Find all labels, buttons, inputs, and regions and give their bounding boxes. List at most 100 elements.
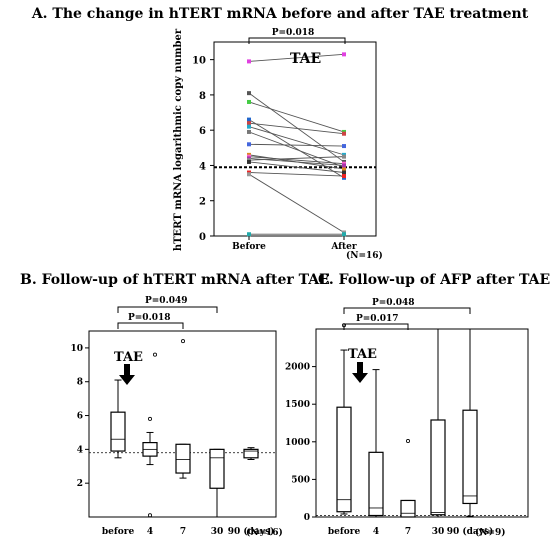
pair-line [248,131,345,168]
p-bracket [248,37,346,44]
panel-a-n-label: (N=16) [346,250,383,261]
tae-arrow-head [119,375,135,385]
point-after [342,163,346,168]
pair-line [248,161,345,173]
plot-frame [213,41,377,237]
box [368,451,384,517]
x-tick-label: 7 [180,527,186,537]
x-tick-label: 90 (days) [228,526,275,537]
outlier [180,339,185,344]
x-tick-label: 4 [147,527,153,537]
y-tick-label: 1000 [285,438,310,448]
y-tick-label: 0 [199,232,206,243]
panel-b: 2 4 6 8 10 before 4 7 30 90 (days) [70,306,277,537]
y-tick-label: 4 [77,445,83,455]
x-tick-label: 4 [373,527,379,537]
x-tick-label: Before [232,242,266,252]
point-before [247,91,251,96]
box [175,443,191,474]
pair-line [248,156,345,165]
point-after [342,170,346,175]
y-tick-label: 2 [199,197,206,208]
p-bracket-1 [117,306,218,313]
point-after [342,174,346,179]
panel-b-title: B. Follow-up of hTERT mRNA after TAE [20,272,330,288]
panel-a-ylabel: hTERT mRNA logarithmic copy number [173,28,184,251]
panel-b-n-label: (N=16) [246,527,283,538]
plot-frame [315,328,529,518]
x-tick-label: After [330,242,357,252]
p-bracket-2 [117,322,184,329]
pair-line [248,173,345,233]
pair-line [248,143,345,147]
point-after [342,131,346,136]
pair-line [248,122,345,135]
panel-c-title: C. Follow-up of AFP after TAE [318,272,551,288]
box [243,448,259,459]
pair-line [248,172,345,177]
tae-arrow-shaft [357,362,363,374]
point-before [247,159,251,164]
y-tick-label: 4 [199,161,206,172]
y-tick-label: 6 [199,126,206,137]
panel-b-p-label-1: P=0.049 [145,296,188,306]
box [400,499,416,518]
pair-line [248,126,345,156]
panel-a-p-label: P=0.018 [272,28,315,38]
pair-line [248,53,345,62]
point-after [342,154,346,159]
panel-c-n-label: (N=9) [475,527,506,538]
point-before [247,59,251,64]
x-tick-label: 30 [211,527,224,537]
outlier [152,352,157,357]
y-tick-label: 6 [77,412,83,422]
x-tick-label: 7 [405,527,411,537]
y-tick-label: 8 [77,378,83,388]
point-before [247,232,251,237]
box [462,409,478,505]
y-tick-label: 10 [192,56,206,67]
x-tick-label: before [328,527,361,537]
p-bracket-1 [343,307,471,314]
box [110,411,126,452]
point-after [342,166,346,171]
panel-b-p-label-2: P=0.018 [128,313,171,323]
point-before [247,142,251,147]
panel-a-title: A. The change in hTERT mRNA before and a… [31,6,529,22]
point-before [247,99,251,104]
point-after [342,144,346,149]
point-before [247,124,251,129]
plot-frame [88,330,277,518]
box [336,406,352,513]
p-bracket-2 [343,323,409,330]
box [209,448,225,489]
x-tick-label: before [102,527,135,537]
point-before [247,121,251,126]
outlier [405,439,410,444]
tae-arrow-shaft [124,364,130,376]
tae-arrow-head [352,373,368,383]
y-tick-label: 2 [77,479,83,489]
panel-b-arrow-label: TAE [114,350,143,365]
y-tick-label: 1500 [285,400,310,410]
panel-c: 0 500 1000 1500 2000 before 4 7 30 90 (days) [285,307,529,537]
y-tick-label: 0 [304,513,310,523]
panel-a: 0 2 4 6 8 10 Before After [192,37,377,252]
panel-c-p-label-1: P=0.048 [372,298,415,308]
y-tick-label: 500 [291,475,310,485]
point-after [342,232,346,237]
outlier [147,513,152,518]
y-tick-label: 8 [199,91,206,102]
pair-line [248,156,345,161]
pair-line [248,101,345,133]
point-after [342,52,346,57]
panel-c-arrow-label: TAE [348,347,377,362]
pair-line [248,119,345,179]
panel-c-p-label-2: P=0.017 [356,314,399,324]
point-before [247,172,251,177]
x-tick-label: 90 (days) [447,526,494,537]
x-tick-label: 30 [432,527,445,537]
outlier [147,416,152,421]
point-before [247,129,251,134]
